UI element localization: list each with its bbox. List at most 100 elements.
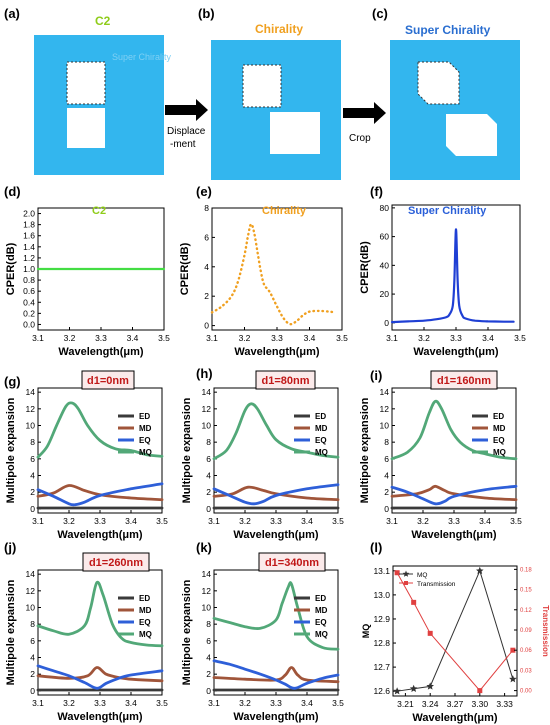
x-tick-label: 3.3 <box>271 333 283 343</box>
hole-lower-b <box>270 112 320 154</box>
arrow-displacement: Displace -ment <box>165 99 208 150</box>
y-tick-label: 12 <box>202 404 212 414</box>
panel-label-h: (h) <box>196 366 213 381</box>
schematic-a: (a) C2 Super Chirality <box>4 6 172 175</box>
y-tick-label: 0.4 <box>23 297 35 307</box>
data-point-transmission <box>427 630 433 636</box>
y2-axis-label: Transmission <box>541 605 550 657</box>
panel-label-e: (e) <box>196 184 212 199</box>
unit-cell-a <box>34 35 164 175</box>
annotation-box <box>255 370 316 390</box>
annotation-text: d1=80nm <box>262 375 310 387</box>
arrow-label-line2: -ment <box>170 139 196 150</box>
y-tick-label: 2 <box>206 669 211 679</box>
x-tick-label: 3.1 <box>208 516 220 526</box>
x-tick-label: 3.1 <box>32 698 44 708</box>
x-tick-label: 3.30 <box>472 699 489 709</box>
hole-lower-a <box>67 108 105 148</box>
arrow-label-line1: Displace <box>167 126 206 137</box>
chart-e: (e) 3.1 3.2 3.3 3.4 3.5 0 2 4 6 8 Wavelength(μm) CPE… <box>179 184 348 358</box>
arrow-right-icon <box>165 99 208 121</box>
data-point-transmission <box>477 688 483 694</box>
x-tick-label: 3.5 <box>332 516 344 526</box>
annotation-text: d1=0nm <box>87 375 129 387</box>
y-tick-label: 13.1 <box>373 566 390 576</box>
series-line-mq <box>36 580 164 648</box>
x-tick-label: 3.5 <box>332 698 344 708</box>
panel-label-a: (a) <box>4 6 20 21</box>
x-tick-label: 3.2 <box>63 516 75 526</box>
x-tick-label: 3.5 <box>510 516 522 526</box>
y-tick-label: 0.6 <box>23 286 35 296</box>
x-tick-label: 3.3 <box>270 698 282 708</box>
series-line-eq <box>36 482 164 507</box>
schematic-b: (b) Chirality <box>198 6 341 180</box>
x-tick-label: 3.3 <box>450 333 462 343</box>
y-tick-label: 12.7 <box>373 662 390 672</box>
legend-label-ed: ED <box>139 594 150 603</box>
legend-label-transmission: Transmission <box>417 581 456 588</box>
y-tick-label: 0 <box>384 504 389 514</box>
chart-l: (l) 3.21 3.24 3.27 3.30 3.33 12.6 12.7 12.8 12.9 1… <box>361 540 550 724</box>
legend-label-md: MD <box>315 606 328 615</box>
chart-h: (h) 3.1 3.2 3.3 3.4 3.5 0 2 4 6 8 10 12 14 Wavelength(… <box>181 366 344 541</box>
x-tick-label: 3.2 <box>239 333 251 343</box>
y-tick-label: 14 <box>26 387 36 397</box>
legend-label-ed: ED <box>315 412 326 421</box>
y2-tick-label: 0.15 <box>520 588 532 594</box>
hole-upper-c <box>417 61 460 105</box>
y-axis-label: Multipole expansion <box>5 579 17 685</box>
x-tick-label: 3.5 <box>336 333 348 343</box>
legend-label-md: MD <box>139 606 152 615</box>
y-tick-label: 10 <box>380 421 390 431</box>
y-tick-label: 40 <box>380 260 390 270</box>
y-tick-label: 14 <box>202 569 212 579</box>
chart-f: (f) 3.1 3.2 3.3 3.4 3.5 0 20 40 60 80 Wavelength(μm… <box>359 184 526 358</box>
panel-label-k: (k) <box>196 540 212 555</box>
chart-i: (i) 3.1 3.2 3.3 3.4 3.5 0 2 4 6 8 10 12 14 Wavelength(… <box>359 368 522 541</box>
y-tick-label: 0 <box>206 504 211 514</box>
legend-label-mq: MQ <box>417 572 427 579</box>
hole-upper-a <box>66 61 106 105</box>
x-tick-label: 3.3 <box>95 333 107 343</box>
x-tick-label: 3.1 <box>386 333 398 343</box>
chart-title: Chirality <box>262 205 307 217</box>
x-tick-label: 3.24 <box>422 699 439 709</box>
hole-upper-b <box>242 64 282 108</box>
legend-label-md: MD <box>139 424 152 433</box>
y-tick-label: 4 <box>206 471 211 481</box>
y-tick-label: 6 <box>384 454 389 464</box>
x-tick-label: 3.33 <box>496 699 513 709</box>
x-tick-label: 3.1 <box>386 516 398 526</box>
x-tick-label: 3.5 <box>514 333 526 343</box>
y-tick-label: 1.6 <box>23 231 35 241</box>
x-tick-label: 3.4 <box>479 516 491 526</box>
x-axis-label: Wavelength(μm) <box>233 711 318 723</box>
y-tick-label: 1.0 <box>23 264 35 274</box>
y-tick-label: 0 <box>30 686 35 696</box>
y-tick-label: 1.8 <box>23 220 35 230</box>
series-line-series-0 <box>390 228 515 324</box>
x-tick-label: 3.3 <box>448 516 460 526</box>
legend-label-mq: MQ <box>315 448 328 457</box>
y-tick-label: 2 <box>204 291 209 301</box>
y-tick-label: 12.9 <box>373 614 390 624</box>
y-tick-label: 6 <box>204 232 209 242</box>
x-tick-label: 3.2 <box>239 698 251 708</box>
data-point-mq <box>476 566 484 575</box>
y-tick-label: 10 <box>202 421 212 431</box>
x-axis-label: Wavelength(μm) <box>412 712 497 724</box>
y-tick-label: 2 <box>30 669 35 679</box>
panel-label-j: (j) <box>4 540 16 555</box>
series-line-eq <box>390 484 518 506</box>
chart-k: (k) 3.1 3.2 3.3 3.4 3.5 0 2 4 6 8 10 12 14 Wavelength(… <box>181 540 344 723</box>
x-tick-label: 3.21 <box>397 699 414 709</box>
y-tick-label: 4 <box>30 653 35 663</box>
y-axis-label: CPER(dB) <box>5 242 17 295</box>
x-tick-label: 3.3 <box>270 516 282 526</box>
y-tick-label: 1.2 <box>23 253 35 263</box>
unit-cell-b <box>211 40 341 180</box>
arrow-crop: Crop <box>343 102 386 144</box>
series-line-md <box>36 484 164 502</box>
y-tick-label: 6 <box>30 454 35 464</box>
